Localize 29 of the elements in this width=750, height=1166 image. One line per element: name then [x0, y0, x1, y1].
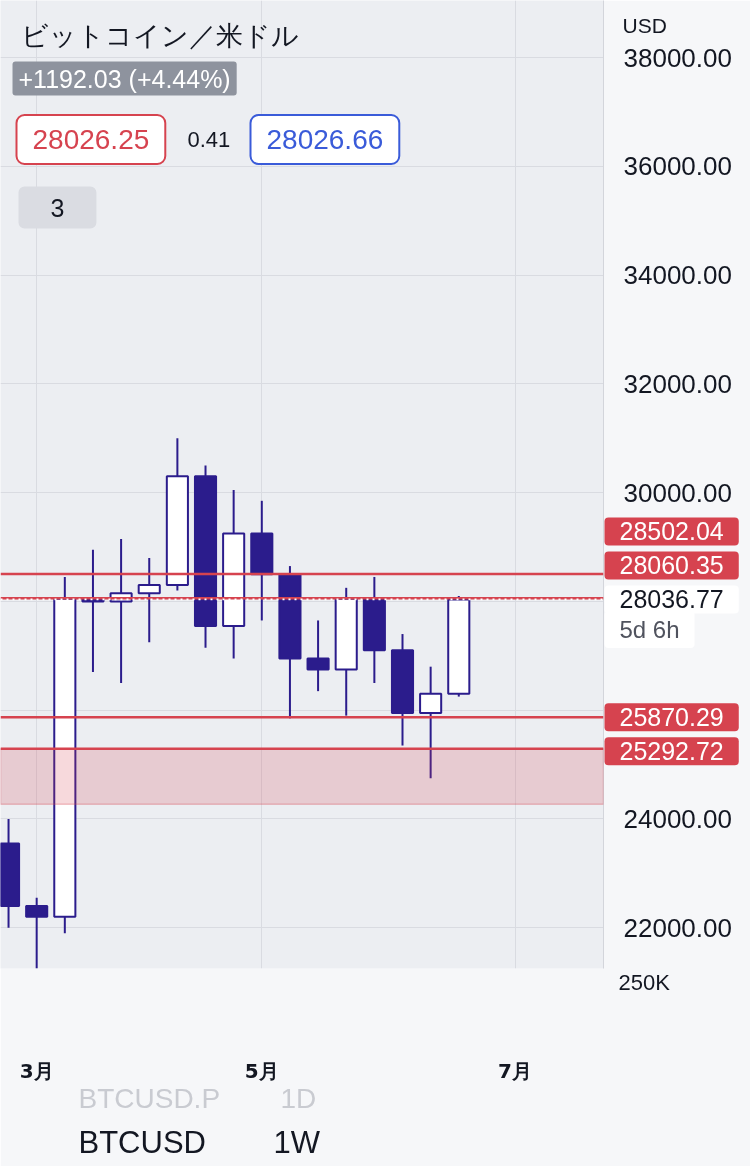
y-tick-label: 32000.00	[623, 368, 732, 399]
ref-line-label: 28036.77	[619, 585, 724, 614]
ref-line-label: 25870.29	[619, 703, 724, 732]
y-tick-label: 38000.00	[623, 42, 732, 73]
x-tick-label: 5月	[244, 1058, 279, 1083]
annotation: 3	[50, 193, 65, 222]
text: +1192.03 (+4.44%)	[18, 64, 231, 93]
text: BTCUSD	[78, 1125, 206, 1160]
y-axis-title: USD	[622, 14, 667, 37]
y-tick-label: 24000.00	[623, 803, 732, 834]
y-tick-label: 36000.00	[623, 151, 732, 182]
y-tick-label: 30000.00	[623, 477, 732, 508]
y-tick-label: 22000.00	[623, 912, 732, 943]
ref-line-label: 28502.04	[619, 517, 724, 546]
text: ビットコイン／米ドル	[20, 20, 299, 51]
text: 1W	[273, 1125, 321, 1160]
candlestick	[306, 619, 330, 693]
text: 250K	[618, 970, 671, 995]
candlestick	[419, 665, 443, 780]
annotation: 28026.66	[266, 124, 384, 155]
text: 5d 6h	[619, 615, 680, 643]
x-tick-label: 7月	[498, 1058, 533, 1083]
annotation: 28026.25	[32, 124, 150, 155]
annotation: 0.41	[187, 127, 231, 152]
y-tick-label: 34000.00	[623, 260, 732, 291]
ref-line-label: 28060.35	[619, 551, 724, 580]
ref-line-label: 25292.72	[619, 737, 724, 766]
candlestick	[25, 896, 49, 969]
x-tick-label: 3月	[19, 1058, 54, 1083]
